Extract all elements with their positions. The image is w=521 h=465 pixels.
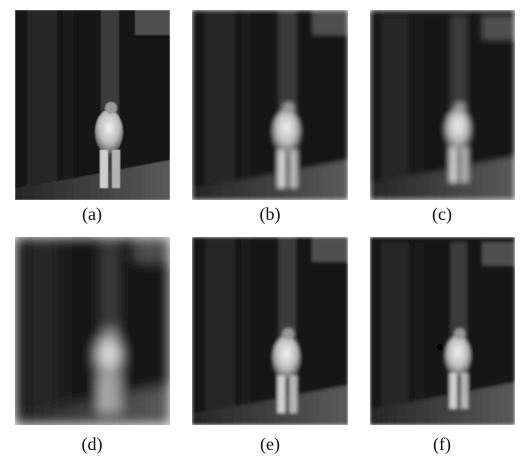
panel-label: (d) bbox=[82, 434, 103, 455]
image-panel bbox=[361, 233, 521, 429]
panel-label: (f) bbox=[433, 434, 451, 455]
image-panel bbox=[6, 227, 179, 435]
panel-label: (a) bbox=[82, 204, 102, 225]
panel-label: (c) bbox=[432, 204, 452, 225]
panel-label: (e) bbox=[260, 434, 280, 455]
image-panel bbox=[183, 227, 356, 435]
panel-label: (b) bbox=[260, 204, 281, 225]
image-panel bbox=[183, 0, 358, 210]
image-panel bbox=[361, 7, 521, 203]
figure: (a) (b) (c) (d) (e) (f) bbox=[0, 0, 521, 460]
image-panel bbox=[5, 0, 180, 210]
